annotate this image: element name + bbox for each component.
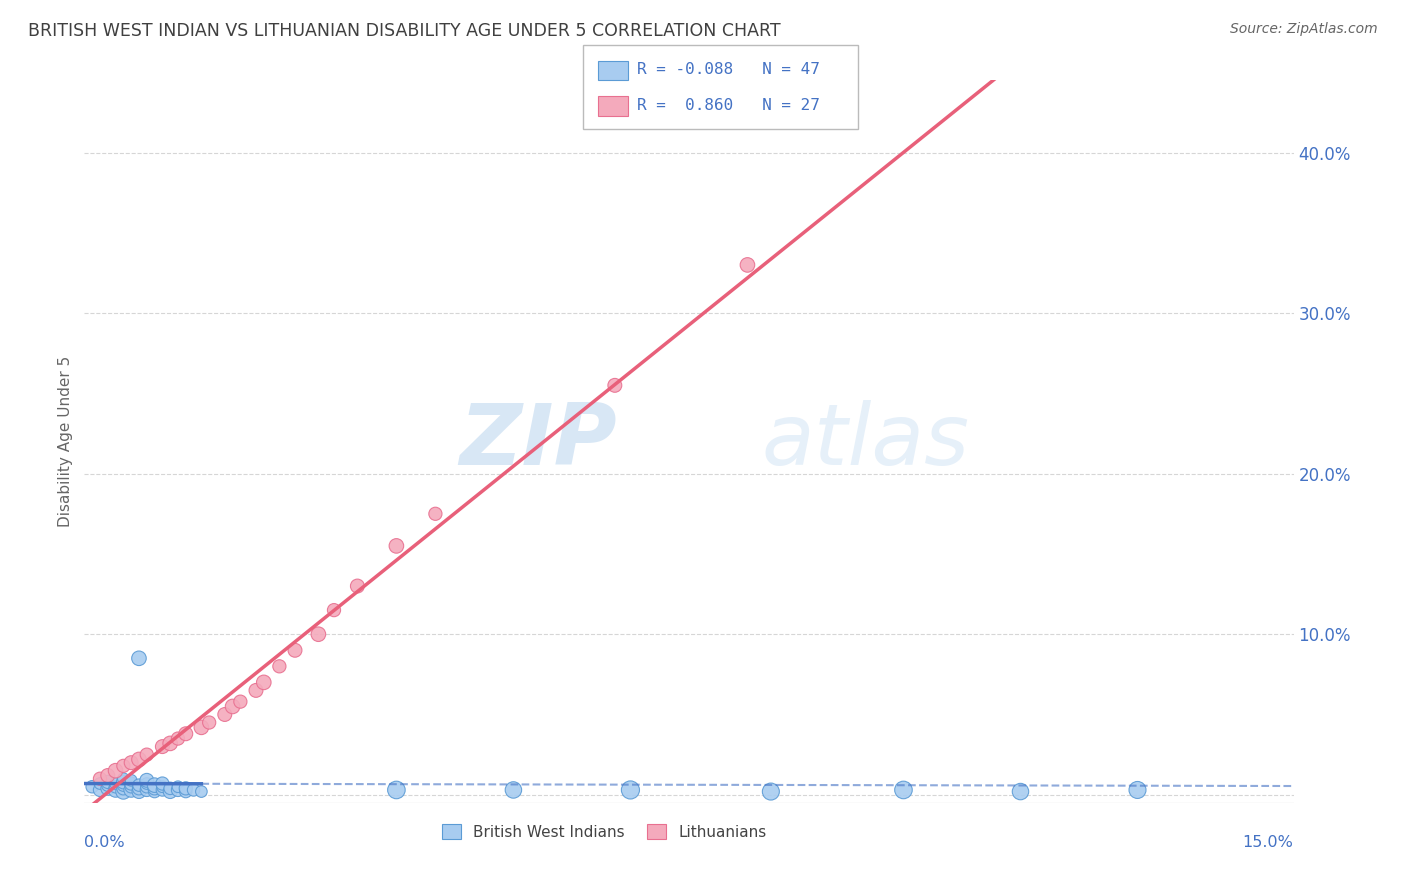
Point	[150, 783, 173, 797]
Point	[128, 752, 150, 766]
Point	[190, 784, 212, 798]
Text: ZIP: ZIP	[458, 400, 616, 483]
Point	[104, 783, 127, 797]
Point	[135, 783, 157, 797]
Point	[97, 775, 120, 789]
Point	[603, 378, 626, 392]
Point	[307, 627, 329, 641]
Point	[198, 715, 221, 730]
Legend: British West Indians, Lithuanians: British West Indians, Lithuanians	[436, 818, 772, 846]
Point	[159, 736, 181, 750]
Point	[128, 781, 150, 796]
Text: Source: ZipAtlas.com: Source: ZipAtlas.com	[1230, 22, 1378, 37]
Point	[167, 783, 190, 797]
Point	[385, 783, 408, 797]
Point	[323, 603, 346, 617]
Point	[425, 507, 447, 521]
Point	[135, 747, 157, 762]
Point	[97, 778, 120, 792]
Point	[82, 780, 104, 794]
Point	[229, 695, 252, 709]
Point	[135, 776, 157, 790]
Text: R = -0.088   N = 47: R = -0.088 N = 47	[637, 62, 820, 77]
Point	[619, 783, 641, 797]
Point	[385, 539, 408, 553]
Point	[174, 784, 197, 798]
Point	[150, 739, 173, 754]
Point	[502, 783, 524, 797]
Point	[112, 781, 135, 796]
Point	[112, 759, 135, 773]
Point	[183, 783, 205, 797]
Point	[245, 683, 267, 698]
Point	[167, 731, 190, 746]
Point	[221, 699, 243, 714]
Point	[253, 675, 276, 690]
Point	[120, 780, 142, 794]
Point	[174, 781, 197, 796]
Point	[135, 773, 157, 788]
Text: 0.0%: 0.0%	[84, 835, 125, 850]
Point	[128, 784, 150, 798]
Point	[128, 778, 150, 792]
Point	[104, 780, 127, 794]
Text: atlas: atlas	[762, 400, 970, 483]
Point	[190, 720, 212, 734]
Point	[112, 784, 135, 798]
Point	[759, 784, 782, 798]
Point	[214, 707, 236, 722]
Point	[97, 781, 120, 796]
Point	[112, 772, 135, 786]
Point	[89, 776, 111, 790]
Point	[893, 783, 915, 797]
Point	[89, 772, 111, 786]
Point	[104, 776, 127, 790]
Y-axis label: Disability Age Under 5: Disability Age Under 5	[58, 356, 73, 527]
Text: 15.0%: 15.0%	[1243, 835, 1294, 850]
Point	[1010, 784, 1032, 798]
Point	[1126, 783, 1149, 797]
Point	[120, 783, 142, 797]
Point	[174, 727, 197, 741]
Point	[167, 780, 190, 794]
Point	[120, 773, 142, 788]
Text: R =  0.860   N = 27: R = 0.860 N = 27	[637, 98, 820, 112]
Point	[159, 781, 181, 796]
Point	[112, 778, 135, 792]
Point	[97, 768, 120, 782]
Point	[104, 764, 127, 778]
Point	[120, 776, 142, 790]
Point	[346, 579, 368, 593]
Point	[159, 784, 181, 798]
Point	[737, 258, 759, 272]
Point	[143, 784, 166, 798]
Point	[150, 776, 173, 790]
Point	[89, 783, 111, 797]
Point	[120, 756, 142, 770]
Point	[143, 781, 166, 796]
Point	[269, 659, 291, 673]
Point	[135, 780, 157, 794]
Point	[150, 780, 173, 794]
Point	[143, 778, 166, 792]
Text: BRITISH WEST INDIAN VS LITHUANIAN DISABILITY AGE UNDER 5 CORRELATION CHART: BRITISH WEST INDIAN VS LITHUANIAN DISABI…	[28, 22, 780, 40]
Point	[128, 651, 150, 665]
Point	[112, 775, 135, 789]
Point	[284, 643, 307, 657]
